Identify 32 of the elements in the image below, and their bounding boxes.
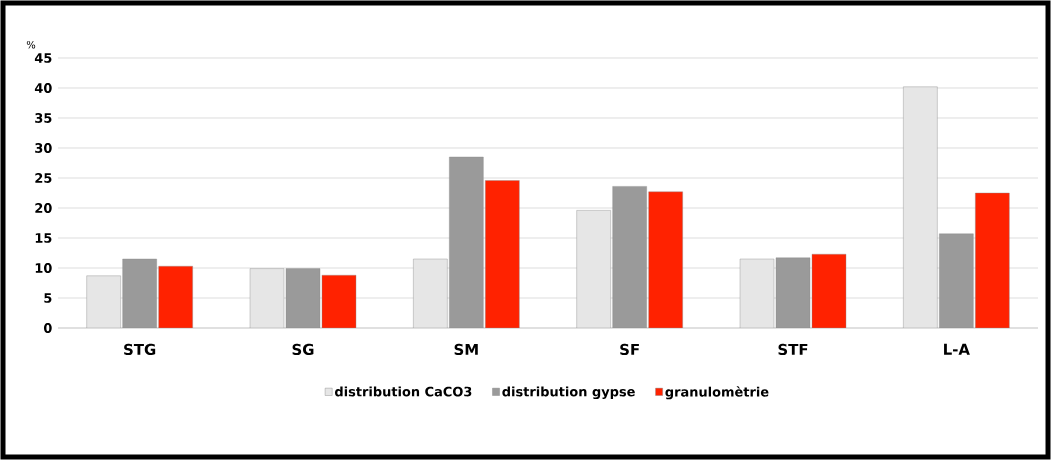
x-tick-label: STF: [778, 343, 808, 356]
bar: [740, 259, 775, 328]
y-tick-label: 15: [35, 233, 52, 243]
y-tick-label: 35: [35, 113, 52, 123]
bar: [648, 191, 683, 328]
y-tick-label: 0: [43, 323, 52, 333]
legend-label: distribution CaCO3: [334, 386, 472, 397]
bar: [249, 268, 285, 328]
y-tick-label: 5: [44, 293, 52, 303]
y-axis-title: %: [26, 40, 36, 49]
bar: [321, 275, 357, 328]
legend-label: granulomètrie: [665, 386, 769, 400]
y-tick-label: 45: [34, 53, 52, 63]
bar: [576, 210, 611, 328]
y-tick-label: 25: [35, 173, 52, 183]
y-tick-label: 30: [35, 143, 52, 153]
x-tick-label: STG: [124, 343, 156, 356]
bar: [812, 254, 846, 328]
y-tick-label: 20: [35, 203, 52, 213]
bar: [413, 258, 448, 328]
x-tick-label: L-A: [944, 343, 970, 355]
x-tick-label: SM: [454, 343, 478, 356]
y-tick-label: 10: [35, 263, 52, 273]
bar: [158, 266, 193, 328]
bar: [975, 192, 1010, 328]
y-tick-label: 40: [34, 83, 52, 93]
bar: [485, 180, 520, 328]
bar: [903, 86, 938, 328]
x-tick-label: SF: [620, 343, 639, 356]
legend-label: distribution gypse: [502, 386, 635, 400]
bar: [86, 275, 121, 328]
x-tick-label: SG: [292, 343, 314, 356]
